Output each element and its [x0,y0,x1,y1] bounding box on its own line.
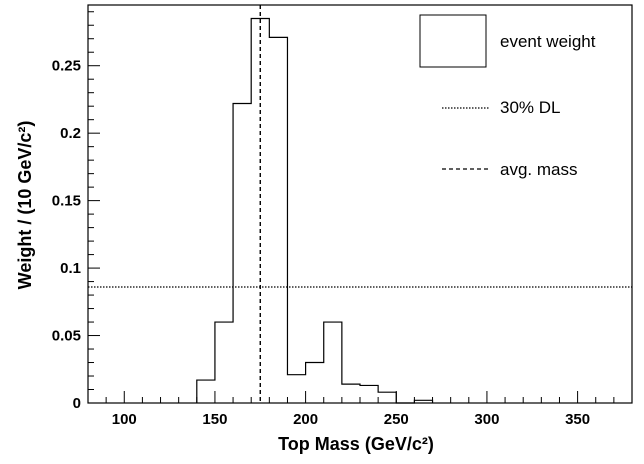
legend-label-avg-mass: avg. mass [500,160,577,179]
x-tick-label-200: 200 [293,411,318,428]
y-tick-label-4: 0.2 [60,125,81,142]
legend-swatch-event-weight [419,14,487,68]
x-tick-label-350: 350 [565,411,590,428]
plot-frame [87,4,633,404]
legend: event weight 30% DL avg. mass [419,14,596,179]
histogram-bin-7 [324,322,342,403]
y-tick-label-0: 0 [73,395,81,412]
x-axis-title: Top Mass (GeV/c²) [278,434,434,454]
x-tick-label-250: 250 [384,411,409,428]
y-tick-label-3: 0.15 [52,193,81,210]
frame-layer [87,4,633,404]
y-tick-label-1: 0.05 [52,328,81,345]
y-tick-label-2: 0.1 [60,260,81,277]
x-tick-label-100: 100 [112,411,137,428]
histogram-bin-4 [269,37,287,403]
x-tick-label-300: 300 [474,411,499,428]
tick-layer: 100 150 200 250 300 350 0 0.05 0.1 0.15 0.2 0.25 [52,11,633,428]
legend-label-30-dl: 30% DL [500,98,560,117]
legend-label-event-weight: event weight [500,32,596,51]
plot-layer [88,5,632,404]
histogram-bin-10 [378,392,396,403]
y-tick-label-5: 0.25 [52,58,81,75]
histogram-bin-8 [342,384,360,403]
histogram-bin-0 [197,380,215,403]
histogram-bin-9 [360,385,378,403]
x-tick-label-150: 150 [202,411,227,428]
histogram-bin-2 [233,103,251,403]
histogram-bin-5 [287,375,305,403]
histogram-bin-1 [215,322,233,403]
histogram-bin-6 [306,363,324,403]
y-axis-title: Weight / (10 GeV/c²) [15,121,35,290]
histogram-event-weight [196,17,434,404]
